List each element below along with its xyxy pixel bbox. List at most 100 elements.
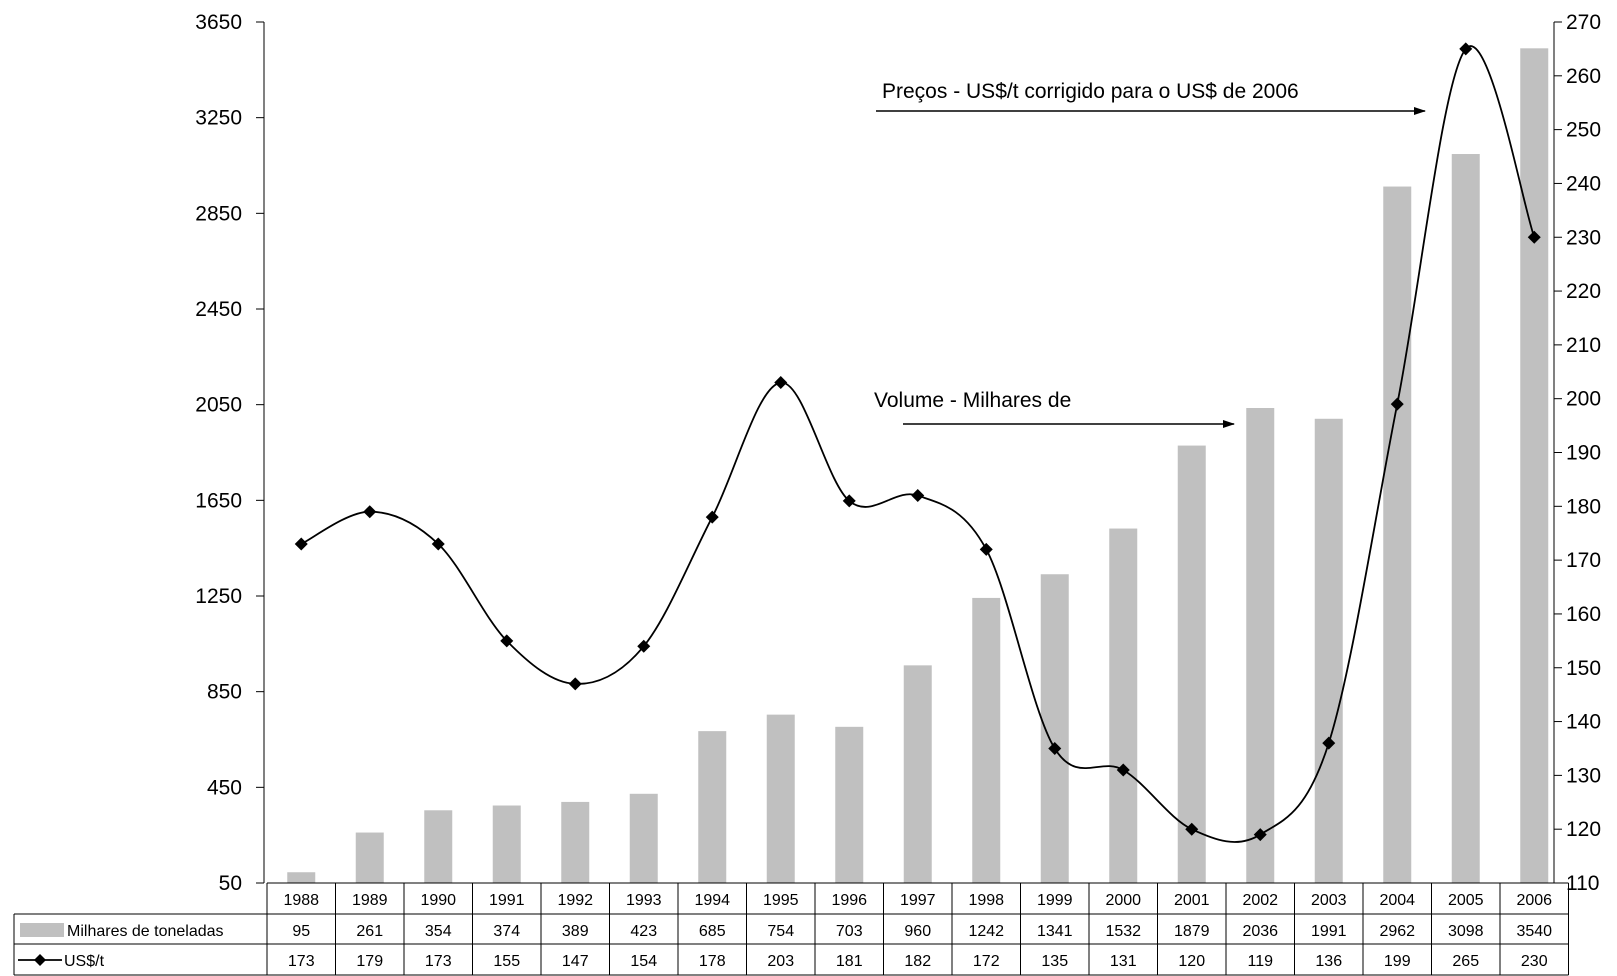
right-tick-label: 270: [1566, 11, 1601, 34]
legend-label-volume: Milhares de toneladas: [67, 923, 224, 940]
price-value: 173: [425, 953, 452, 970]
right-tick-label: 190: [1566, 442, 1601, 465]
price-point-1994: [705, 510, 719, 524]
bar-2004: [1383, 186, 1412, 884]
volume-value: 960: [904, 923, 931, 940]
price-point-1995: [774, 376, 788, 390]
category-label: 1991: [489, 892, 525, 909]
volume-value: 389: [562, 923, 589, 940]
bar-1996: [835, 726, 864, 883]
legend-label-price: US$/t: [64, 953, 105, 970]
right-tick-label: 180: [1566, 495, 1601, 518]
right-tick-label: 170: [1566, 549, 1601, 572]
price-value: 120: [1178, 953, 1205, 970]
price-point-1988: [294, 537, 308, 551]
bar-1993: [629, 793, 658, 883]
right-tick-label: 200: [1566, 388, 1601, 411]
volume-value: 374: [493, 923, 520, 940]
bar-1991: [492, 805, 521, 883]
bar-1995: [766, 714, 795, 883]
right-tick-label: 120: [1566, 818, 1601, 841]
price-value: 173: [288, 953, 315, 970]
category-label: 1989: [352, 892, 388, 909]
category-label: 2001: [1174, 892, 1210, 909]
left-tick-label: 1250: [195, 585, 242, 608]
volume-value: 1879: [1174, 923, 1210, 940]
price-value: 178: [699, 953, 726, 970]
price-value: 154: [630, 953, 657, 970]
price-point-1998: [979, 542, 993, 556]
volume-value: 754: [767, 923, 794, 940]
price-point-2000: [1116, 763, 1130, 777]
left-tick-label: 50: [219, 872, 242, 895]
category-label: 1997: [900, 892, 936, 909]
price-value: 172: [973, 953, 1000, 970]
volume-value: 3098: [1448, 923, 1484, 940]
line-series-price: [294, 42, 1541, 843]
right-axis: 110 120 130 140 150 160 170 180 190 200 210 220 230 2…: [1553, 11, 1601, 895]
category-label: 1996: [831, 892, 867, 909]
bar-1988: [287, 872, 316, 883]
price-point-1990: [431, 537, 445, 551]
right-tick-label: 160: [1566, 603, 1601, 626]
price-point-1996: [842, 494, 856, 508]
price-value: 199: [1384, 953, 1411, 970]
right-tick-label: 210: [1566, 334, 1601, 357]
price-value: 203: [767, 953, 794, 970]
category-label: 1990: [420, 892, 456, 909]
bar-1992: [561, 801, 590, 883]
left-tick-label: 3250: [195, 107, 242, 130]
price-point-2003: [1322, 736, 1336, 750]
volume-value: 354: [425, 923, 452, 940]
legend-line-marker: [34, 954, 46, 966]
price-value: 179: [356, 953, 383, 970]
volume-value: 1991: [1311, 923, 1347, 940]
category-label: 1999: [1037, 892, 1073, 909]
right-tick-label: 140: [1566, 711, 1601, 734]
price-point-2001: [1185, 822, 1199, 836]
volume-value: 685: [699, 923, 726, 940]
volume-value: 261: [356, 923, 383, 940]
annotation-volume-label: Volume - Milhares de: [874, 389, 1071, 412]
right-tick-label: 230: [1566, 226, 1601, 249]
price-point-2002: [1253, 828, 1267, 842]
right-tick-label: 220: [1566, 280, 1601, 303]
price-point-1999: [1048, 741, 1062, 755]
price-value: 230: [1521, 953, 1548, 970]
category-label: 1988: [283, 892, 319, 909]
category-label: 2006: [1516, 892, 1552, 909]
bar-series-volume: [287, 48, 1549, 884]
price-value: 147: [562, 953, 589, 970]
category-label: 2004: [1379, 892, 1415, 909]
price-value: 119: [1247, 953, 1273, 970]
price-point-1997: [911, 489, 925, 503]
price-point-1991: [500, 634, 514, 648]
bar-2003: [1314, 418, 1343, 883]
volume-value: 1242: [968, 923, 1004, 940]
left-tick-label: 2450: [195, 298, 242, 321]
right-tick-label: 250: [1566, 119, 1601, 142]
category-label: 2002: [1242, 892, 1278, 909]
category-label: 2000: [1105, 892, 1141, 909]
left-tick-label: 2850: [195, 202, 242, 225]
bar-2005: [1451, 154, 1480, 883]
bar-1994: [698, 731, 727, 883]
bar-2006: [1520, 48, 1549, 883]
price-value: 182: [904, 953, 931, 970]
left-axis: 50 450 850 1250 1650 2050 2450 2850 3250 3650: [195, 11, 265, 895]
bar-2002: [1246, 408, 1275, 883]
legend-bar-swatch: [20, 923, 64, 937]
right-tick-label: 150: [1566, 657, 1601, 680]
right-tick-label: 260: [1566, 65, 1601, 88]
bar-2000: [1109, 528, 1138, 883]
price-value: 136: [1315, 953, 1342, 970]
price-value: 155: [493, 953, 520, 970]
price-value: 181: [836, 953, 863, 970]
price-point-1992: [568, 677, 582, 691]
annotation-price-label: Preços - US$/t corrigido para o US$ de 2…: [882, 80, 1299, 103]
price-value: 135: [1041, 953, 1068, 970]
right-tick-label: 240: [1566, 172, 1601, 195]
volume-value: 423: [630, 923, 657, 940]
left-tick-label: 850: [207, 681, 242, 704]
